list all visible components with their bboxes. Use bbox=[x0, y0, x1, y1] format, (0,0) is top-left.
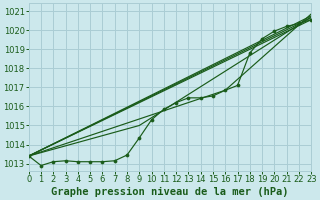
X-axis label: Graphe pression niveau de la mer (hPa): Graphe pression niveau de la mer (hPa) bbox=[51, 186, 289, 197]
